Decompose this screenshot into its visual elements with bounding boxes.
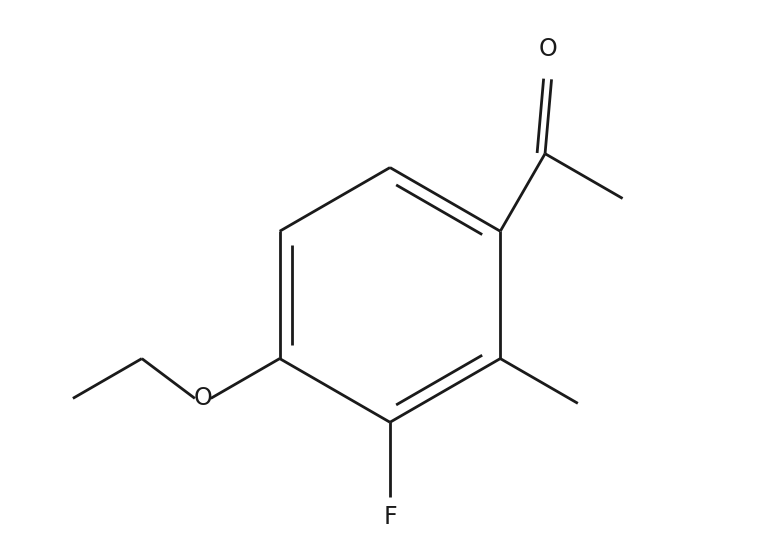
Text: O: O [193, 386, 212, 410]
Text: O: O [539, 38, 557, 61]
Text: F: F [383, 505, 397, 529]
